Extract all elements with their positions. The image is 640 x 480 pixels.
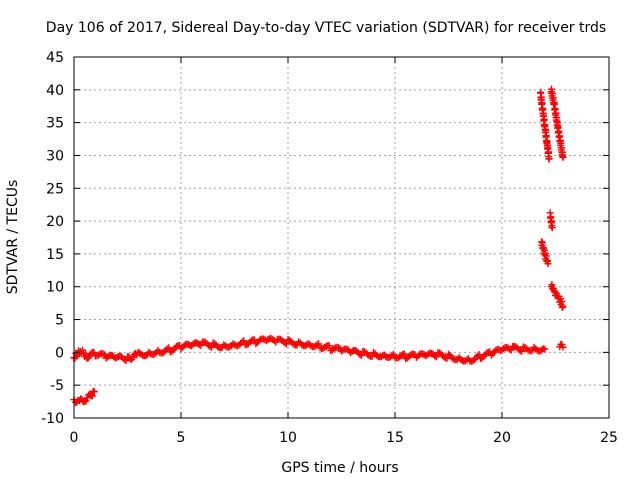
data-point: [197, 342, 205, 350]
chart-title: Day 106 of 2017, Sidereal Day-to-day VTE…: [46, 20, 606, 36]
x-tick-label: 25: [600, 430, 618, 446]
data-point: [406, 351, 414, 359]
series-late-small: [556, 340, 567, 351]
x-tick-label: 10: [279, 430, 297, 446]
data-point: [247, 337, 255, 345]
x-tick-label: 5: [177, 430, 186, 446]
data-point: [281, 339, 289, 347]
y-tick-label: 5: [55, 313, 64, 329]
data-point: [548, 224, 556, 232]
series-early-negative-segment: [70, 387, 98, 406]
y-tick-label: 10: [46, 280, 64, 296]
data-point: [365, 352, 373, 360]
data-point: [172, 343, 180, 351]
data-point: [325, 342, 333, 350]
data-point: [113, 354, 121, 362]
data-point: [315, 340, 323, 348]
data-point: [122, 357, 130, 365]
y-tick-label: 40: [46, 83, 64, 99]
data-point: [330, 345, 338, 353]
y-tick-label: 25: [46, 181, 64, 197]
data-point: [541, 345, 549, 353]
y-tick-label: 30: [46, 148, 64, 164]
plot-frame: [73, 56, 610, 419]
data-point: [180, 342, 188, 350]
data-point: [527, 347, 535, 355]
data-point: [87, 391, 95, 399]
series-late-decline-c: [546, 209, 556, 232]
data-point: [545, 155, 553, 163]
data-point: [160, 348, 168, 356]
data-point: [334, 344, 342, 352]
data-point: [163, 345, 171, 353]
data-point: [559, 153, 567, 161]
data-point: [558, 298, 566, 306]
y-tick-label: 45: [46, 50, 64, 66]
data-point: [469, 357, 477, 365]
data-point: [483, 349, 491, 357]
data-point: [282, 340, 290, 348]
x-tick-label: 20: [493, 430, 511, 446]
data-point: [357, 352, 365, 360]
data-point: [432, 353, 440, 361]
data-point: [544, 260, 552, 268]
data-point: [90, 388, 98, 396]
data-point: [168, 347, 176, 355]
data-point: [440, 353, 448, 361]
data-point: [551, 288, 559, 296]
x-tick-label: 0: [70, 430, 79, 446]
data-points: [70, 85, 567, 406]
data-point: [400, 350, 408, 358]
axis-ticks: 0 5 10 15 20 25 -10 -5 0 5 10 15 20 25 30 35 40 45: [41, 50, 618, 446]
data-point: [270, 337, 278, 345]
data-point: [478, 354, 486, 362]
y-axis-label: SDTVAR / TECUs: [5, 180, 21, 295]
series-late-decline-d: [538, 238, 552, 268]
data-point: [151, 350, 159, 358]
y-tick-label: 35: [46, 116, 64, 132]
x-axis-label: GPS time / hours: [281, 460, 398, 476]
series-main-trace: [70, 335, 549, 365]
y-tick-label: 15: [46, 247, 64, 263]
series-late-decline-a: [537, 88, 553, 163]
y-tick-label: 20: [46, 214, 64, 230]
series-late-decline-b: [547, 85, 567, 161]
data-point: [88, 392, 96, 400]
data-point: [548, 281, 556, 289]
y-tick-label: -5: [50, 378, 64, 394]
grid-lines: [74, 57, 609, 418]
data-point: [129, 354, 137, 362]
data-point: [79, 346, 87, 354]
data-point: [518, 347, 526, 355]
data-point: [475, 351, 483, 359]
y-tick-label: -10: [41, 411, 64, 427]
data-point: [99, 350, 107, 358]
x-tick-label: 15: [386, 430, 404, 446]
data-point: [94, 351, 102, 359]
data-point: [507, 346, 515, 354]
data-point: [240, 337, 248, 345]
series-late-decline-e: [547, 281, 567, 311]
data-point: [538, 346, 546, 354]
data-point: [463, 356, 471, 364]
data-point: [221, 342, 229, 350]
data-point: [165, 344, 173, 352]
data-point: [559, 302, 567, 310]
y-tick-label: 0: [55, 345, 64, 361]
data-point: [208, 343, 216, 351]
data-point: [137, 350, 145, 358]
data-point: [559, 343, 567, 351]
